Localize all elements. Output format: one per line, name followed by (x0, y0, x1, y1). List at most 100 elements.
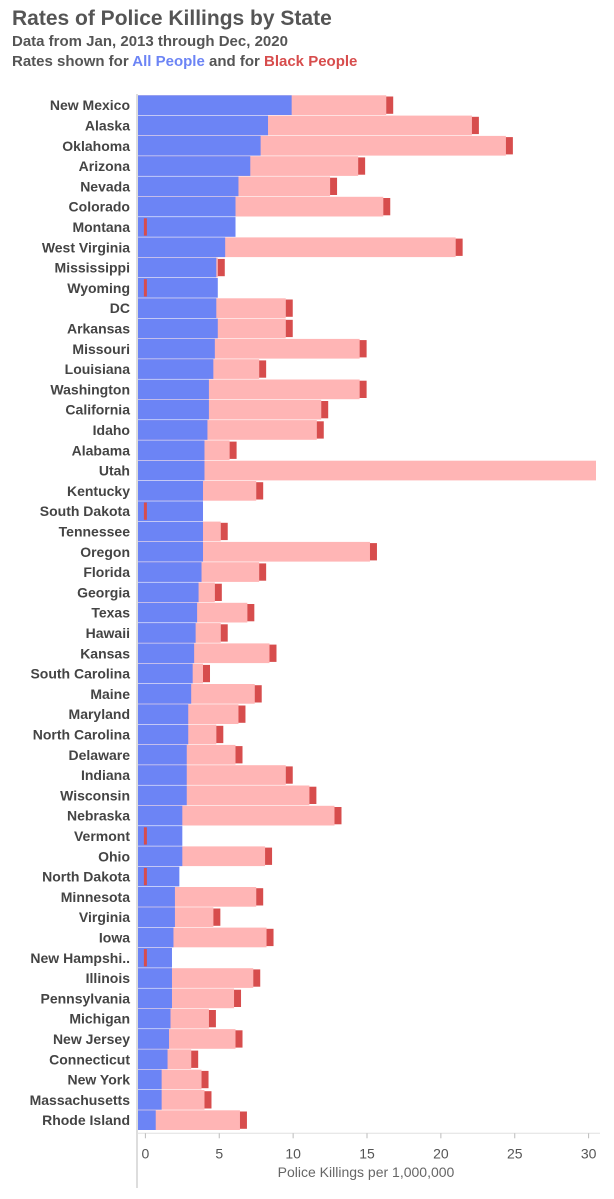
all-people-bar (138, 744, 187, 765)
all-people-bar (138, 562, 202, 582)
state-label: Utah (99, 463, 130, 479)
all-people-bar (138, 663, 193, 684)
black-people-marker (229, 441, 237, 459)
legend-all-people: All People (132, 53, 205, 70)
black-people-marker (204, 1091, 212, 1109)
black-people-marker (208, 1010, 216, 1028)
black-people-marker (265, 847, 273, 865)
x-tick-label: 25 (507, 1145, 523, 1161)
state-label: Wisconsin (60, 787, 130, 803)
black-people-marker (239, 1111, 247, 1129)
black-people-bar (138, 1110, 240, 1130)
state-label: Nebraska (67, 808, 130, 824)
black-people-marker (269, 644, 277, 662)
black-people-marker (505, 137, 513, 155)
all-people-bar (138, 481, 204, 501)
black-people-marker (238, 705, 246, 723)
state-label: DC (110, 300, 130, 316)
black-people-marker (359, 380, 367, 398)
all-people-bar (138, 846, 183, 867)
all-people-bar (138, 947, 172, 968)
black-people-marker (143, 827, 147, 845)
black-people-marker (203, 664, 211, 683)
state-label: Georgia (77, 584, 130, 600)
black-people-marker (234, 989, 242, 1007)
all-people-bar (138, 237, 226, 258)
all-people-bar (138, 805, 183, 826)
black-people-marker (143, 502, 147, 520)
all-people-bar (138, 257, 217, 278)
black-people-marker (358, 157, 366, 175)
x-tick-label: 20 (433, 1145, 449, 1161)
subtitle-middle: and for (204, 53, 264, 70)
state-label: Minnesota (61, 889, 130, 905)
all-people-bar (138, 359, 214, 379)
state-label: South Dakota (40, 503, 130, 519)
all-people-bar (138, 278, 218, 298)
black-people-marker (259, 360, 267, 378)
state-label: Wyoming (67, 280, 130, 296)
state-label: Montana (72, 219, 130, 235)
black-people-marker (369, 543, 377, 561)
all-people-bar (138, 440, 205, 461)
state-label: Mississippi (55, 260, 130, 276)
state-label: North Dakota (42, 869, 130, 885)
all-people-bar (138, 1008, 171, 1029)
black-people-marker (235, 746, 243, 764)
state-label: Indiana (81, 767, 130, 783)
state-label: Alabama (72, 442, 131, 458)
all-people-bar (138, 1029, 170, 1049)
state-label: Nevada (80, 178, 130, 194)
state-label: Iowa (99, 929, 130, 945)
black-people-marker (266, 928, 274, 947)
state-label: Massachusetts (30, 1092, 131, 1108)
state-label: Michigan (69, 1011, 130, 1027)
x-axis: 0 5 10 15 20 25 30 (136, 94, 600, 1188)
state-label: Illinois (86, 970, 131, 986)
all-people-bar (138, 765, 187, 785)
black-people-marker (143, 279, 147, 297)
all-people-bar (138, 115, 269, 136)
all-people-bar (138, 176, 239, 197)
all-people-bar (138, 907, 175, 927)
x-tick-label: 0 (141, 1145, 149, 1161)
black-people-marker (259, 563, 267, 581)
state-label: Louisiana (65, 361, 131, 377)
state-label: South Carolina (30, 666, 130, 682)
state-label: Hawaii (86, 625, 130, 641)
all-people-bar (138, 298, 217, 318)
all-people-bar (138, 988, 172, 1009)
all-people-bar (138, 826, 183, 846)
state-labels: New Mexico Alaska Oklahoma Arizona Nevada Col… (30, 97, 131, 1128)
state-label: Ohio (98, 848, 130, 864)
chart-header: Rates of Police Killings by State Data f… (12, 6, 357, 72)
all-people-bar (138, 643, 195, 664)
state-label: Virginia (79, 909, 130, 925)
black-people-marker (143, 949, 147, 967)
subtitle-prefix: Rates shown for (12, 53, 133, 70)
all-people-bars (138, 95, 292, 1130)
x-tick-label: 5 (215, 1145, 223, 1161)
all-people-bar (138, 582, 199, 603)
black-people-marker (359, 340, 367, 358)
state-label: Colorado (69, 199, 130, 215)
state-label: Washington (50, 381, 130, 397)
all-people-bar (138, 156, 251, 176)
state-label: Arizona (79, 158, 131, 174)
x-axis-title: Police Killings per 1,000,000 (278, 1164, 455, 1180)
black-people-marker (217, 258, 225, 277)
state-label: Florida (83, 564, 130, 580)
black-people-marker (383, 198, 391, 216)
state-label: Oregon (80, 544, 130, 560)
black-people-marker (143, 218, 147, 236)
black-people-marker (330, 177, 338, 195)
all-people-bar (138, 338, 215, 359)
state-label: Delaware (69, 747, 131, 763)
all-people-bar (138, 927, 174, 948)
all-people-bar (138, 541, 204, 562)
x-tick-label: 10 (285, 1145, 301, 1161)
all-people-bar (138, 887, 175, 907)
state-label: Missouri (72, 341, 130, 357)
black-people-marker (256, 482, 264, 500)
